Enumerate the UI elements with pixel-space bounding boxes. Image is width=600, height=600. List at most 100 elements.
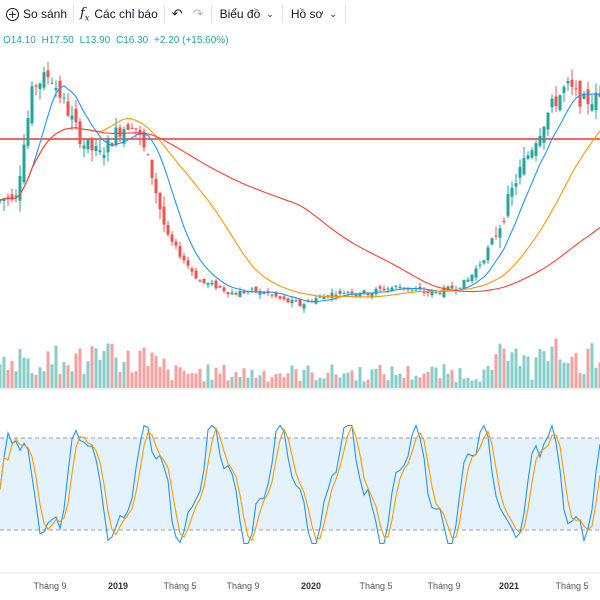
- chart-type-dropdown[interactable]: Biểu đồ ⌄: [212, 0, 282, 28]
- volume-bar: [414, 375, 418, 388]
- volume-bar: [98, 359, 102, 388]
- candle-body: [410, 289, 414, 291]
- time-axis-label: 2019: [108, 581, 128, 591]
- volume-bar: [142, 347, 146, 388]
- volume-bar: [46, 351, 50, 388]
- candle-body: [434, 291, 438, 293]
- volume-bar: [62, 362, 66, 388]
- candle-body: [98, 150, 102, 153]
- candle-body: [466, 279, 470, 282]
- plus-circle-icon: +: [6, 7, 19, 21]
- volume-bar: [174, 365, 178, 388]
- candle-body: [322, 296, 326, 300]
- candle-body: [286, 298, 290, 303]
- candle-body: [106, 137, 110, 153]
- time-axis-label: 2020: [301, 581, 321, 591]
- candle-body: [238, 291, 242, 298]
- volume-bar: [386, 380, 390, 388]
- volume-bar: [118, 371, 122, 388]
- volume-bar: [150, 352, 154, 388]
- candle-body: [142, 131, 146, 148]
- volume-bar: [146, 365, 150, 388]
- compare-button[interactable]: + So sánh: [0, 0, 73, 28]
- volume-bar: [6, 369, 10, 388]
- volume-bar: [22, 357, 26, 388]
- volume-bar: [578, 373, 582, 388]
- candle-body: [234, 293, 238, 295]
- volume-bar: [422, 373, 426, 388]
- volume-bar: [538, 348, 542, 388]
- candle-body: [134, 128, 138, 130]
- candle-body: [382, 288, 386, 291]
- volume-bar: [162, 358, 166, 388]
- volume-bar: [318, 377, 322, 388]
- time-axis-label: 2021: [499, 581, 519, 591]
- candle-body: [590, 104, 594, 111]
- candle-body: [250, 288, 254, 290]
- volume-bar: [86, 361, 90, 388]
- profile-dropdown[interactable]: Hồ sơ ⌄: [283, 0, 345, 28]
- volume-bar: [474, 379, 478, 388]
- undo-icon[interactable]: ↶: [171, 6, 183, 22]
- candle-body: [30, 86, 34, 124]
- chart-toolbar: + So sánh fx Các chỉ báo ↶ ↷ Biểu đồ ⌄ H…: [0, 0, 600, 29]
- candle-body: [498, 228, 502, 238]
- candle-body: [146, 154, 150, 156]
- candle-body: [226, 292, 230, 295]
- volume-bar: [314, 380, 318, 388]
- candle-body: [342, 293, 346, 295]
- volume-bar: [218, 373, 222, 388]
- candle-body: [574, 88, 578, 90]
- candle-body: [438, 292, 442, 295]
- volume-bar: [54, 345, 58, 388]
- candle-body: [198, 280, 202, 282]
- volume-bar: [286, 373, 290, 388]
- price-chart[interactable]: Tháng 9 2019 Tháng 5 Tháng 9 2020 Tháng 5 Thán…: [0, 28, 600, 600]
- volume-bar: [262, 370, 266, 388]
- candle-body: [94, 146, 98, 152]
- volume-bar: [546, 361, 550, 388]
- volume-bar: [278, 373, 282, 388]
- volume-bar: [182, 370, 186, 388]
- volume-bar: [566, 363, 570, 388]
- candle-body: [450, 285, 454, 289]
- candle-body: [114, 127, 118, 146]
- fast-moving-average: [0, 85, 600, 303]
- volume-bar: [18, 349, 22, 388]
- volume-bar: [438, 377, 442, 388]
- volume-bar: [290, 365, 294, 388]
- volume-bar: [358, 367, 362, 388]
- volume-bar: [326, 372, 330, 388]
- redo-icon[interactable]: ↷: [192, 6, 204, 22]
- volume-bar: [378, 364, 382, 388]
- volume-bar: [102, 350, 106, 388]
- candle-body: [486, 247, 490, 261]
- candle-body: [58, 80, 62, 98]
- candle-body: [478, 264, 482, 266]
- volume-bar: [418, 377, 422, 388]
- candle-body: [86, 139, 90, 150]
- candle-body: [62, 97, 66, 99]
- candle-body: [294, 300, 298, 302]
- volume-bar: [190, 373, 194, 388]
- candle-body: [122, 129, 126, 144]
- candle-body: [186, 260, 190, 266]
- candle-body: [390, 287, 394, 291]
- volume-bar: [514, 348, 518, 388]
- indicators-button[interactable]: fx Các chỉ báo: [74, 0, 164, 28]
- candle-body: [22, 144, 26, 183]
- candle-body: [318, 296, 322, 298]
- candle-body: [334, 294, 338, 297]
- stochastic-d-line: [0, 424, 600, 542]
- toolbar-divider: [210, 5, 212, 23]
- candle-body: [82, 145, 86, 149]
- candle-body: [378, 286, 382, 289]
- function-icon: fx: [80, 5, 90, 23]
- candle-body: [306, 300, 310, 303]
- candle-body: [518, 167, 522, 178]
- volume-bar: [2, 356, 6, 388]
- volume-bar: [518, 365, 522, 388]
- candle-body: [174, 241, 178, 246]
- volume-bar: [66, 365, 70, 388]
- volume-bar: [158, 366, 162, 388]
